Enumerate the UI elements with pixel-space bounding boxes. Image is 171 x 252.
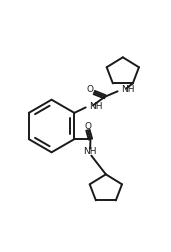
Text: NH: NH [83, 147, 96, 156]
Text: NH: NH [89, 102, 102, 111]
Text: O: O [84, 122, 91, 131]
Text: NH: NH [121, 85, 134, 94]
Text: O: O [87, 85, 94, 94]
